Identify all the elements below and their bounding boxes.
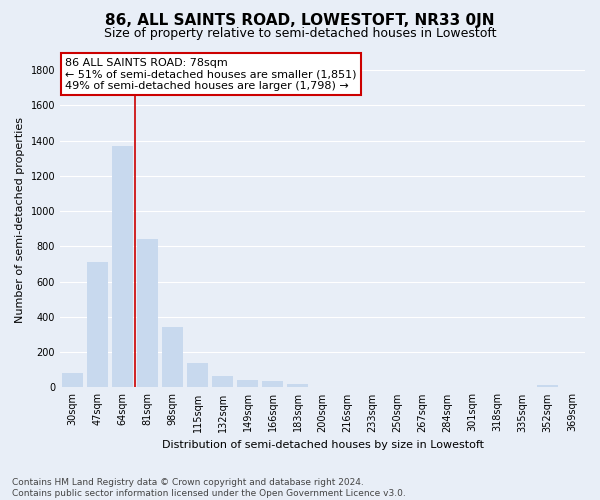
- Text: Contains HM Land Registry data © Crown copyright and database right 2024.
Contai: Contains HM Land Registry data © Crown c…: [12, 478, 406, 498]
- X-axis label: Distribution of semi-detached houses by size in Lowestoft: Distribution of semi-detached houses by …: [161, 440, 484, 450]
- Bar: [312, 386, 333, 388]
- Bar: [537, 386, 558, 388]
- Bar: [87, 262, 108, 388]
- Bar: [262, 382, 283, 388]
- Y-axis label: Number of semi-detached properties: Number of semi-detached properties: [15, 117, 25, 323]
- Bar: [162, 328, 183, 388]
- Bar: [212, 376, 233, 388]
- Text: 86 ALL SAINTS ROAD: 78sqm
← 51% of semi-detached houses are smaller (1,851)
49% : 86 ALL SAINTS ROAD: 78sqm ← 51% of semi-…: [65, 58, 357, 90]
- Bar: [187, 363, 208, 388]
- Bar: [237, 380, 258, 388]
- Text: Size of property relative to semi-detached houses in Lowestoft: Size of property relative to semi-detach…: [104, 28, 496, 40]
- Bar: [62, 374, 83, 388]
- Bar: [287, 384, 308, 388]
- Text: 86, ALL SAINTS ROAD, LOWESTOFT, NR33 0JN: 86, ALL SAINTS ROAD, LOWESTOFT, NR33 0JN: [105, 12, 495, 28]
- Bar: [137, 240, 158, 388]
- Bar: [112, 146, 133, 388]
